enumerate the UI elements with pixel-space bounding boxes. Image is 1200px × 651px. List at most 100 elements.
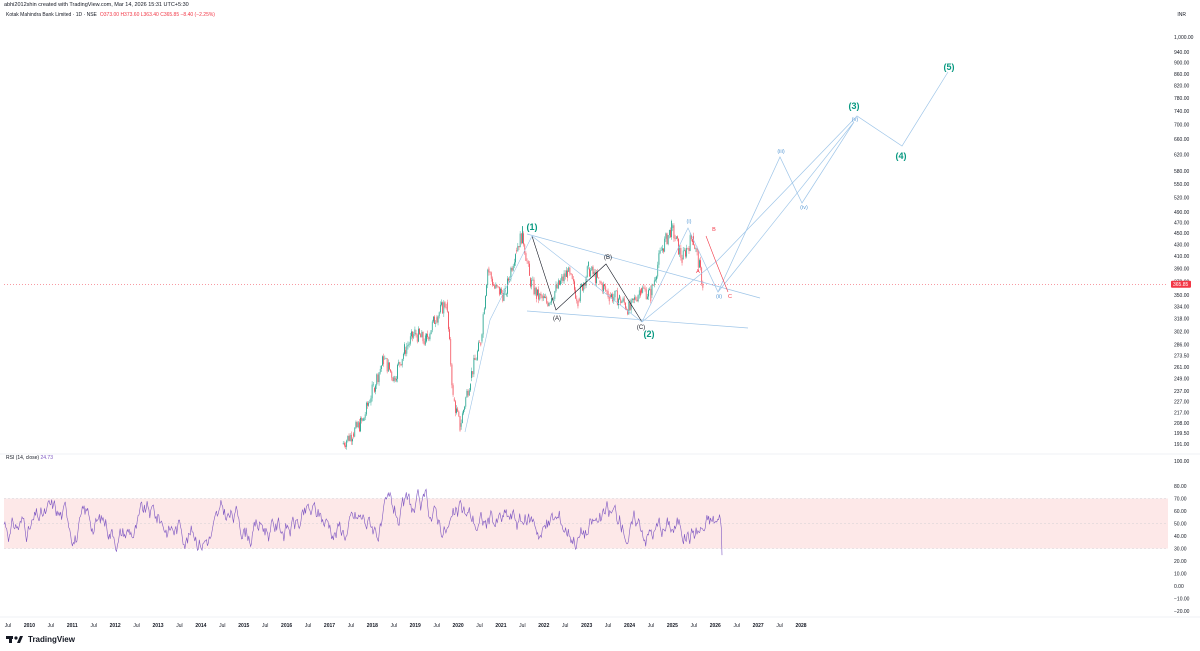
candle-body [458, 411, 460, 417]
tradingview-logo[interactable]: TradingView [6, 635, 75, 644]
rsi-panel[interactable] [0, 453, 1200, 556]
tradingview-logo-text: TradingView [28, 635, 75, 644]
candle-body [512, 265, 514, 271]
candle-body [695, 248, 697, 250]
candle-body [690, 235, 692, 240]
candle-body [675, 236, 677, 240]
candle-body [627, 309, 629, 315]
candle-body [594, 271, 596, 284]
candle-body [349, 434, 351, 441]
candle-body [697, 251, 699, 268]
rsi-axis[interactable]: 100.00 80.00 70.00 60.00 50.00 40.00 30.00 20.0… [1174, 459, 1190, 615]
candle-body [342, 443, 344, 445]
candle-body [641, 288, 642, 293]
candle-body [418, 328, 419, 342]
currency-label[interactable]: INR [1177, 12, 1186, 18]
candle-body [598, 277, 600, 278]
candle-body [344, 443, 345, 446]
candle-body [609, 295, 611, 298]
price-axis-label: 217.00 [1174, 411, 1190, 417]
price-axis[interactable]: 1,000.00 940.00 900.00 860.00 820.00 780.00 74… [1171, 35, 1194, 448]
candle-body [656, 276, 657, 280]
time-axis[interactable]: Jul 2010 Jul 2011 Jul 2012 Jul 2013 Jul 2014 Jul 20… [0, 616, 1200, 629]
candle-body [438, 312, 440, 317]
candle-body [362, 418, 364, 421]
time-axis-label: Jul [91, 623, 97, 629]
time-axis-label: Jul [48, 623, 54, 629]
candle-body [461, 413, 463, 424]
time-axis-label: 2012 [110, 623, 121, 629]
price-axis-label: 249.00 [1174, 377, 1190, 383]
candle-body [584, 283, 586, 286]
candle-body [494, 285, 496, 289]
candle-body [634, 297, 635, 300]
candle-body [357, 422, 359, 428]
major-wave-projection [641, 71, 949, 323]
candle-body [516, 250, 518, 252]
chart-caption: abhi2012shin created with TradingView.co… [4, 2, 189, 8]
candle-body [430, 330, 432, 335]
candle-body [350, 434, 352, 442]
candle-body [345, 445, 346, 447]
symbol-name[interactable]: Kotak Mahindra Bank Limited · 1D · NSE [6, 12, 97, 18]
symbol-legend[interactable]: Kotak Mahindra Bank Limited · 1D · NSE O… [6, 12, 215, 18]
candle-body [673, 225, 675, 239]
candle-body [411, 331, 412, 337]
candle-body [569, 267, 571, 274]
candle-body [463, 409, 464, 414]
candle-body [387, 362, 389, 372]
price-axis-label: 470.00 [1174, 220, 1190, 226]
time-axis-label: 2015 [238, 623, 249, 629]
rsi-legend[interactable]: RSI (14, close) 24.73 [6, 455, 53, 461]
price-axis-label: 900.00 [1174, 61, 1190, 67]
candle-body [637, 295, 639, 302]
candle-body [481, 334, 483, 342]
wave-label-3: (3) [849, 101, 860, 111]
channel-lower-line [526, 310, 749, 329]
candle-body [701, 267, 703, 284]
candle-body [354, 428, 356, 437]
candle-body [589, 268, 590, 277]
candle-body [479, 342, 481, 344]
candle-body [663, 248, 664, 252]
candle-body [540, 293, 542, 296]
candle-body [517, 246, 519, 252]
rsi-axis-label: 80.00 [1174, 484, 1187, 490]
wave-label-ii: (ii) [716, 294, 722, 300]
candle-body [434, 316, 435, 324]
candle-body [511, 267, 513, 271]
candle-body [401, 358, 403, 366]
candle-body [557, 280, 559, 289]
candle-body [568, 267, 570, 272]
candle-body [547, 302, 549, 306]
price-axis-label: 580.00 [1174, 169, 1190, 175]
price-axis-label: 820.00 [1174, 84, 1190, 90]
candle-body [615, 290, 617, 292]
candle-body [449, 329, 450, 340]
candle-body [515, 254, 516, 263]
candle-body [495, 284, 497, 289]
candle-body [386, 358, 388, 372]
candle-body [415, 333, 417, 335]
candle-body [478, 342, 479, 352]
candle-body [546, 297, 548, 303]
candle-body [365, 402, 367, 415]
minor-wave-line-a [641, 121, 855, 323]
price-axis-label: 430.00 [1174, 242, 1190, 248]
candle-body [603, 284, 604, 292]
candle-body [702, 283, 704, 288]
candle-body [650, 288, 652, 302]
wave-label-sub-a: A [696, 269, 700, 275]
candle-body [390, 369, 391, 372]
price-axis-label: 550.00 [1174, 182, 1190, 188]
candle-body [376, 374, 378, 386]
candle-body [578, 298, 580, 301]
candle-body [360, 417, 361, 432]
candle-body [490, 272, 492, 279]
candle-body [549, 302, 551, 304]
candle-body [579, 285, 581, 301]
candle-body [531, 279, 533, 287]
candle-body [572, 278, 574, 282]
candle-body [426, 333, 427, 342]
